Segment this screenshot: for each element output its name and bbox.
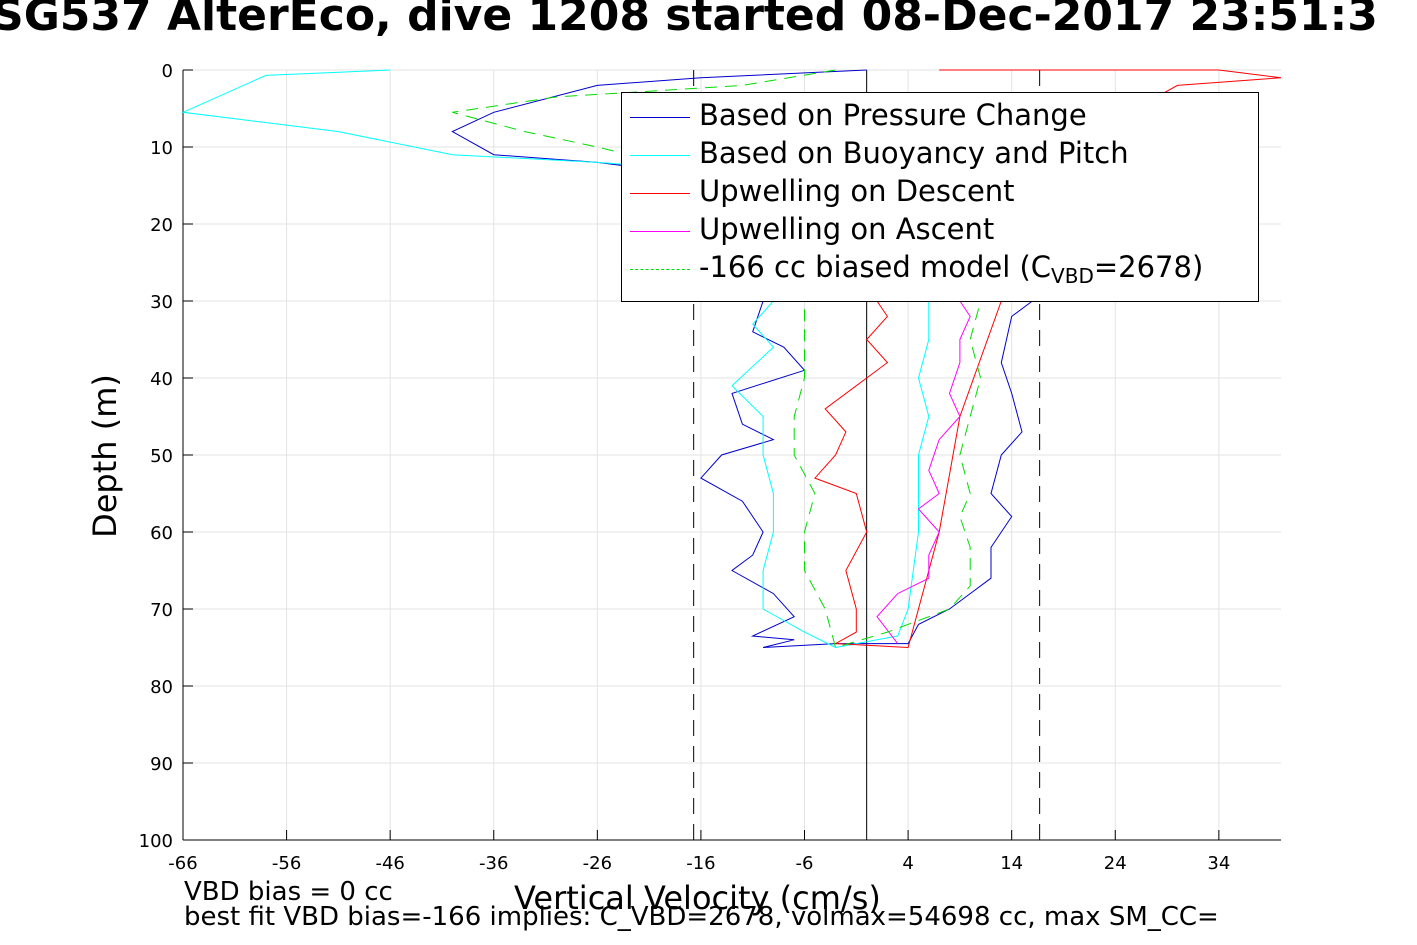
x-tick-label: -56 [272,853,301,874]
legend-swatch [630,193,690,194]
y-tick-label: 50 [150,446,173,467]
x-tick-label: -36 [479,853,508,874]
y-tick-label: 70 [150,600,173,621]
y-axis-label: Depth (m) [86,374,124,538]
y-tick-label: 10 [150,138,173,159]
x-tick-label: 24 [1104,853,1127,874]
x-tick-label: -66 [168,853,197,874]
legend-swatch [630,231,690,232]
legend-item-biased-model: -166 cc biased model (CVBD=2678) [622,249,1258,287]
legend-label: Based on Buoyancy and Pitch [699,136,1129,170]
legend-label: Upwelling on Descent [699,174,1015,208]
legend-swatch [630,269,690,270]
legend-label: Upwelling on Ascent [699,212,995,246]
y-tick-label: 60 [150,523,173,544]
y-tick-label: 40 [150,369,173,390]
series-line-3 [876,300,971,644]
vbd-bias-note: VBD bias = 0 cc [184,877,393,907]
best-fit-note: best fit VBD bias=-166 implies: C_VBD=26… [184,902,1219,932]
y-tick-label: 80 [150,677,173,698]
x-tick-label: -16 [686,853,715,874]
series-line-4 [452,69,982,649]
legend-item-upwelling-ascent: Upwelling on Ascent [622,211,1258,249]
series-line-1 [181,69,930,649]
x-tick-label: -46 [375,853,404,874]
x-axis-label: Vertical Velocity (cm/s) [514,879,881,917]
y-tick-label: 20 [150,215,173,236]
y-tick-label: 90 [150,754,173,775]
legend-item-buoyancy-pitch: Based on Buoyancy and Pitch [622,135,1258,173]
legend-swatch [630,155,690,156]
legend-swatch [630,117,690,118]
x-tick-label: -26 [583,853,612,874]
x-tick-label: -6 [796,853,814,874]
legend-label: -166 cc biased model (CVBD=2678) [699,250,1204,288]
x-tick-label: 14 [1000,853,1023,874]
legend: Based on Pressure Change Based on Buoyan… [621,92,1259,302]
legend-label: Based on Pressure Change [699,98,1087,132]
legend-item-upwelling-descent: Upwelling on Descent [622,173,1258,211]
x-tick-label: 34 [1207,853,1230,874]
x-tick-label: 4 [902,853,913,874]
y-tick-label: 0 [162,61,173,82]
legend-item-pressure-change: Based on Pressure Change [622,97,1258,135]
y-tick-label: 30 [150,292,173,313]
y-tick-label: 100 [139,831,173,852]
chart-title: SG537 AlterEco, dive 1208 started 08-Dec… [0,0,1378,41]
